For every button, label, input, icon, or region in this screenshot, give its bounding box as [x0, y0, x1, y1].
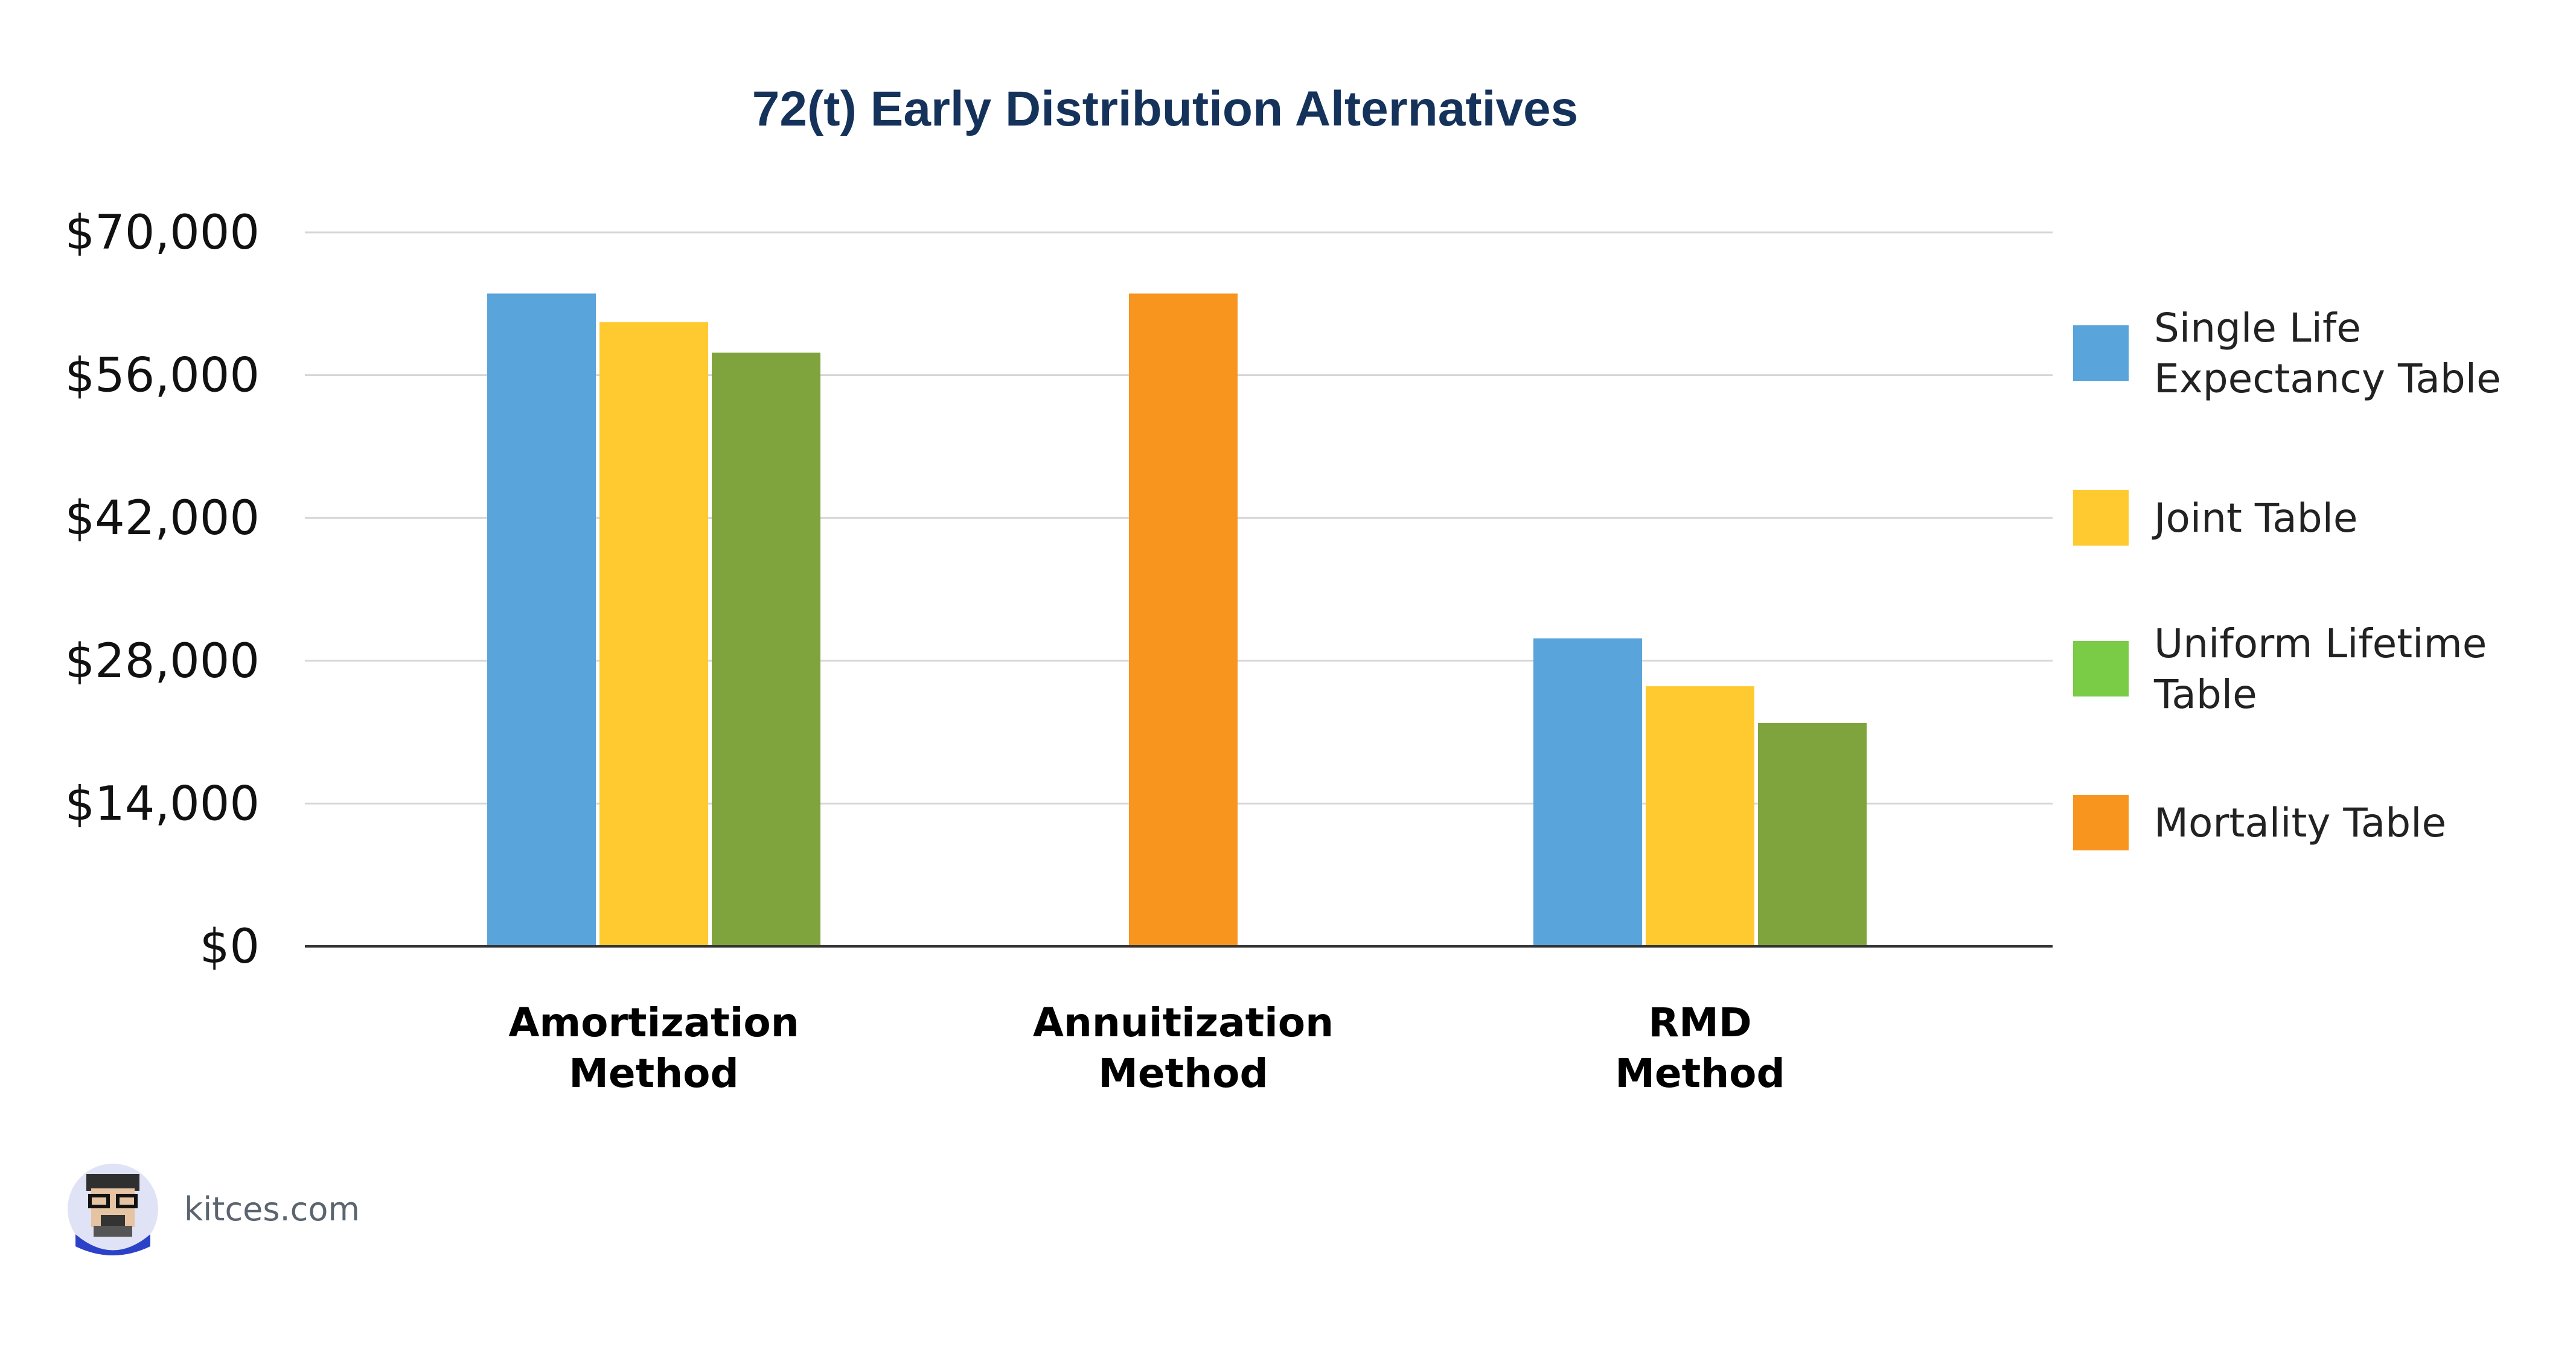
bar-uniform-lifetime-table: [1758, 722, 1867, 946]
legend-label: Joint Table: [2152, 495, 2358, 541]
y-tick-label: $14,000: [65, 777, 260, 831]
legend-label: Mortality Table: [2154, 800, 2446, 846]
legend-label: Uniform Lifetime: [2154, 620, 2487, 667]
y-tick-label: $0: [200, 920, 260, 974]
avatar-logo-icon: [68, 1164, 158, 1255]
bar-single-life-expectancy-table: [1533, 638, 1642, 946]
x-tick-label: Annuitization: [1033, 999, 1334, 1046]
bar-uniform-lifetime-table: [712, 352, 820, 946]
legend-swatch: [2073, 641, 2129, 696]
y-tick-label: $42,000: [65, 491, 260, 546]
legend-swatch: [2073, 325, 2129, 381]
bars: [487, 293, 1867, 946]
x-tick-label: RMD: [1648, 999, 1751, 1046]
bar-joint-table: [599, 322, 708, 946]
y-tick-label: $28,000: [65, 634, 260, 689]
legend-label: Expectancy Table: [2154, 355, 2501, 402]
chart-title: 72(t) Early Distribution Alternatives: [752, 81, 1579, 136]
bar-joint-table: [1646, 686, 1754, 946]
x-tick-label: Method: [1098, 1050, 1268, 1097]
bar-single-life-expectancy-table: [487, 293, 596, 946]
brand: kitces.com: [68, 1164, 360, 1255]
legend-label: Table: [2153, 671, 2257, 718]
y-tick-label: $56,000: [65, 349, 260, 403]
legend-label: Single Life: [2154, 305, 2361, 351]
x-tick-label: Method: [1615, 1050, 1785, 1097]
legend-swatch: [2073, 795, 2129, 850]
x-tick-label: Amortization: [508, 999, 799, 1046]
axes: $0 $14,000 $28,000 $42,000 $56,000 $70,000 Amo…: [65, 206, 2053, 1097]
brand-text: kitces.com: [184, 1190, 360, 1228]
bar-mortality-table: [1129, 293, 1238, 946]
x-tick-label: Method: [569, 1050, 739, 1097]
y-tick-label: $70,000: [65, 206, 260, 260]
legend-swatch: [2073, 490, 2129, 546]
